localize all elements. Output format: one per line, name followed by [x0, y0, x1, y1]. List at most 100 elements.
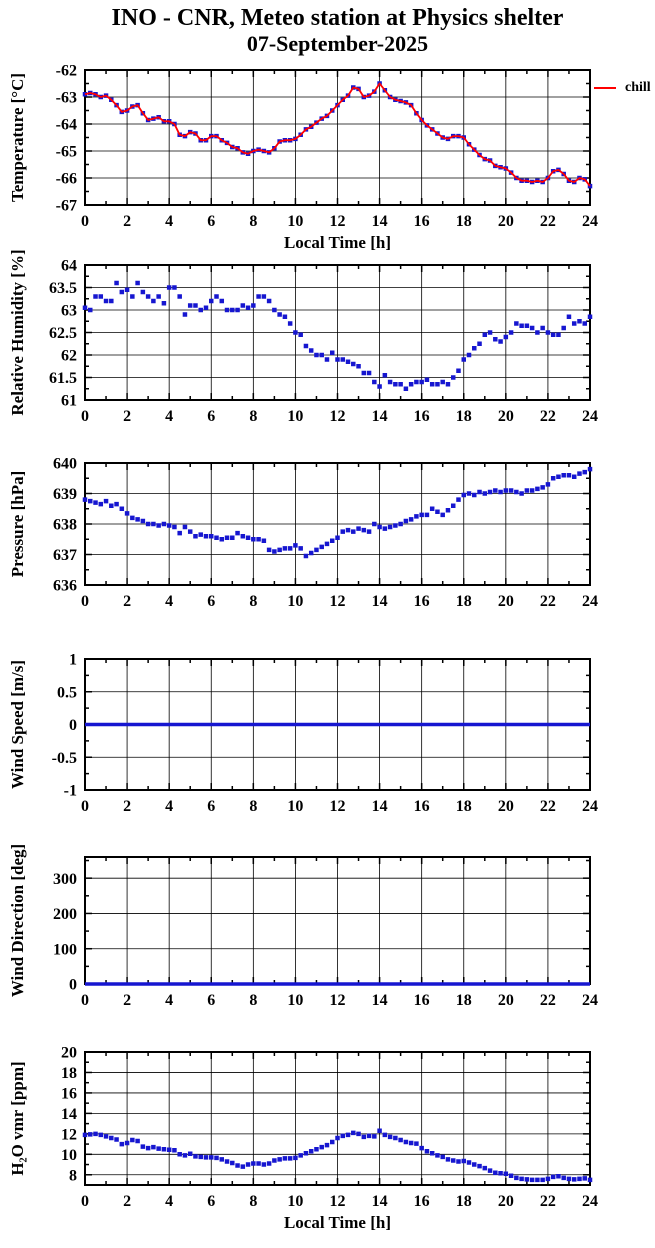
svg-text:62.5: 62.5 — [49, 325, 77, 342]
svg-text:14: 14 — [61, 1106, 77, 1123]
svg-text:2: 2 — [123, 1193, 131, 1210]
svg-text:1: 1 — [69, 652, 77, 669]
svg-text:8: 8 — [249, 408, 257, 425]
svg-text:-63: -63 — [56, 90, 77, 107]
svg-text:18: 18 — [61, 1065, 77, 1082]
svg-text:24: 24 — [582, 798, 598, 815]
svg-text:8: 8 — [249, 593, 257, 610]
svg-text:14: 14 — [372, 408, 388, 425]
svg-text:Wind Speed [m/s]: Wind Speed [m/s] — [8, 660, 27, 789]
svg-text:4: 4 — [165, 408, 173, 425]
svg-text:16: 16 — [414, 992, 430, 1009]
svg-text:6: 6 — [207, 593, 215, 610]
page-subtitle: 07-September-2025 — [246, 31, 429, 56]
svg-text:22: 22 — [540, 408, 556, 425]
svg-text:22: 22 — [540, 1193, 556, 1210]
svg-text:61: 61 — [61, 393, 77, 410]
svg-text:636: 636 — [53, 578, 77, 595]
svg-text:638: 638 — [53, 517, 77, 534]
svg-text:639: 639 — [53, 486, 77, 503]
relative-humidity-chart: 0 2 4 6 8 10 12 14 16 18 20 22 246161.56262.56363.56… — [8, 249, 598, 425]
svg-text:0: 0 — [81, 593, 89, 610]
svg-text:2: 2 — [123, 213, 131, 230]
svg-text:12: 12 — [61, 1126, 77, 1143]
svg-text:18: 18 — [456, 1193, 472, 1210]
svg-text:10: 10 — [287, 213, 303, 230]
svg-text:0: 0 — [81, 798, 89, 815]
svg-text:Relative Humidity [%]: Relative Humidity [%] — [8, 249, 27, 415]
svg-text:24: 24 — [582, 992, 598, 1009]
page-title: INO - CNR, Meteo station at Physics shel… — [111, 5, 564, 31]
svg-text:24: 24 — [582, 593, 598, 610]
svg-text:22: 22 — [540, 992, 556, 1009]
svg-text:8: 8 — [69, 1167, 77, 1184]
svg-text:20: 20 — [498, 798, 514, 815]
svg-text:640: 640 — [53, 456, 77, 473]
svg-text:10: 10 — [287, 408, 303, 425]
svg-text:12: 12 — [330, 992, 346, 1009]
svg-text:4: 4 — [165, 213, 173, 230]
chill-line-sample-icon — [594, 87, 616, 89]
svg-text:6: 6 — [207, 992, 215, 1009]
svg-text:20: 20 — [498, 593, 514, 610]
svg-text:16: 16 — [414, 408, 430, 425]
svg-text:0: 0 — [81, 992, 89, 1009]
svg-text:6: 6 — [207, 1193, 215, 1210]
svg-text:22: 22 — [540, 593, 556, 610]
svg-text:18: 18 — [456, 798, 472, 815]
svg-text:-64: -64 — [56, 117, 77, 134]
svg-text:0.5: 0.5 — [57, 684, 77, 701]
svg-text:14: 14 — [372, 992, 388, 1009]
svg-text:14: 14 — [372, 213, 388, 230]
svg-text:0: 0 — [81, 213, 89, 230]
svg-text:Temperature [°C]: Temperature [°C] — [8, 73, 27, 202]
svg-text:14: 14 — [372, 798, 388, 815]
svg-text:10: 10 — [287, 593, 303, 610]
svg-text:14: 14 — [372, 1193, 388, 1210]
svg-text:0: 0 — [69, 717, 77, 734]
svg-text:8: 8 — [249, 798, 257, 815]
svg-text:10: 10 — [61, 1147, 77, 1164]
svg-text:63.5: 63.5 — [49, 280, 77, 297]
svg-text:-66: -66 — [56, 171, 77, 188]
svg-text:24: 24 — [582, 408, 598, 425]
legend-chill: chill — [594, 80, 651, 96]
svg-text:637: 637 — [53, 547, 77, 564]
svg-text:20: 20 — [498, 1193, 514, 1210]
temperature-chart: 0 2 4 6 8 10 12 14 16 18 20 22 24-67-66-65-64-63-62T… — [8, 63, 598, 252]
svg-text:12: 12 — [330, 593, 346, 610]
svg-text:10: 10 — [287, 992, 303, 1009]
svg-text:-1: -1 — [64, 783, 77, 800]
svg-text:Local Time [h]: Local Time [h] — [284, 1213, 391, 1232]
svg-text:12: 12 — [330, 408, 346, 425]
svg-text:61.5: 61.5 — [49, 370, 77, 387]
svg-text:18: 18 — [456, 992, 472, 1009]
svg-text:24: 24 — [582, 1193, 598, 1210]
svg-text:24: 24 — [582, 213, 598, 230]
svg-text:63: 63 — [61, 303, 77, 320]
legend-label: chill — [625, 80, 651, 95]
svg-text:-62: -62 — [56, 63, 77, 80]
svg-text:12: 12 — [330, 1193, 346, 1210]
svg-text:18: 18 — [456, 408, 472, 425]
svg-text:10: 10 — [287, 1193, 303, 1210]
svg-text:Pressure [hPa]: Pressure [hPa] — [8, 471, 27, 578]
svg-text:-65: -65 — [56, 144, 77, 161]
svg-text:2: 2 — [123, 408, 131, 425]
svg-text:16: 16 — [414, 593, 430, 610]
svg-text:20: 20 — [498, 213, 514, 230]
svg-text:2: 2 — [123, 992, 131, 1009]
svg-text:14: 14 — [372, 593, 388, 610]
svg-text:64: 64 — [61, 258, 77, 275]
svg-text:Wind Direction [deg]: Wind Direction [deg] — [8, 844, 27, 997]
svg-text:8: 8 — [249, 213, 257, 230]
svg-text:2: 2 — [123, 798, 131, 815]
svg-text:20: 20 — [61, 1045, 77, 1062]
svg-text:10: 10 — [287, 798, 303, 815]
svg-text:18: 18 — [456, 593, 472, 610]
svg-text:8: 8 — [249, 1193, 257, 1210]
svg-text:0: 0 — [69, 977, 77, 994]
svg-text:2: 2 — [123, 593, 131, 610]
